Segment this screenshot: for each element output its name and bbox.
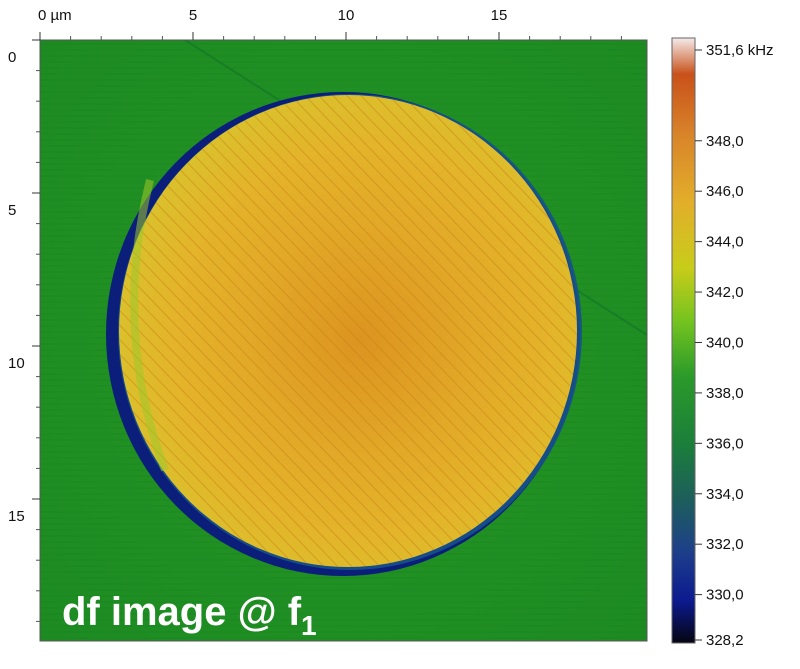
y-tick-label: 5	[8, 202, 16, 219]
y-axis: 0 5 10 15	[8, 39, 40, 622]
colorbar-tick-label: 334,0	[706, 486, 744, 503]
colorbar	[671, 37, 696, 644]
image-frame	[39, 39, 648, 642]
colorbar-tick-label: 346,0	[706, 183, 744, 200]
scratch-line	[219, 95, 577, 567]
x-tick-label: 10	[338, 7, 355, 24]
scratch-line	[289, 95, 577, 567]
scratch-line	[401, 95, 577, 567]
scratch-line	[119, 95, 315, 567]
scratch-line	[119, 95, 413, 567]
y-tick-label: 0	[8, 49, 16, 66]
scratch-line	[261, 95, 577, 567]
scratch-line	[119, 95, 427, 567]
scratch-line	[415, 95, 577, 567]
colorbar-tick-label: 328,2	[706, 632, 744, 649]
scratch-line	[119, 95, 399, 567]
scratch-line	[373, 95, 577, 567]
scratch-line	[119, 95, 371, 567]
scratch-line	[119, 95, 357, 567]
x-axis: 0 µm 5 10 15	[38, 7, 622, 40]
scratch-line	[191, 95, 577, 567]
scratch-line	[119, 95, 343, 567]
scratch-line	[205, 95, 577, 567]
disc-rim	[130, 179, 169, 472]
x-tick-label: 5	[189, 7, 197, 24]
scratch-line	[331, 95, 577, 567]
colorbar-tick-label: 351,6 kHz	[706, 42, 774, 59]
colorbar-tick-label: 340,0	[706, 334, 744, 351]
colorbar-scale: 351,6 kHz 348,0 346,0 344,0 342,0 340,0 338,0 3…	[695, 42, 774, 649]
scratch-line	[387, 95, 577, 567]
y-tick-label: 10	[8, 355, 25, 372]
scratch-line	[119, 95, 441, 567]
scratch-line	[119, 95, 497, 567]
scratch-line	[275, 95, 577, 567]
x-tick-label: 15	[491, 7, 508, 24]
colorbar-tick-label: 332,0	[706, 536, 744, 553]
colorbar-tick-label: 344,0	[706, 234, 744, 251]
y-tick-label: 15	[8, 508, 25, 525]
scratch-line	[119, 95, 455, 567]
scratch-line	[119, 95, 525, 567]
scratch-line	[163, 95, 577, 567]
x-tick-label: 0 µm	[38, 7, 72, 24]
colorbar-tick-label: 330,0	[706, 587, 744, 604]
scratch-line	[345, 95, 577, 567]
scratch-line	[233, 95, 577, 567]
colorbar-tick-label: 342,0	[706, 284, 744, 301]
colorbar-tick-label: 336,0	[706, 435, 744, 452]
colorbar-tick-label: 338,0	[706, 385, 744, 402]
scratch-line	[247, 95, 577, 567]
scratch-line	[119, 95, 483, 567]
scratch-line	[359, 95, 577, 567]
image-caption: df image @ f1	[62, 590, 317, 641]
scratch-line	[119, 95, 301, 567]
scratch-line	[119, 95, 329, 567]
colorbar-tick-label: 348,0	[706, 133, 744, 150]
scratch-line	[317, 95, 577, 567]
scratch-line	[303, 95, 577, 567]
scratch-line	[119, 95, 469, 567]
scratch-line	[177, 95, 577, 567]
scratch-line	[119, 95, 511, 567]
